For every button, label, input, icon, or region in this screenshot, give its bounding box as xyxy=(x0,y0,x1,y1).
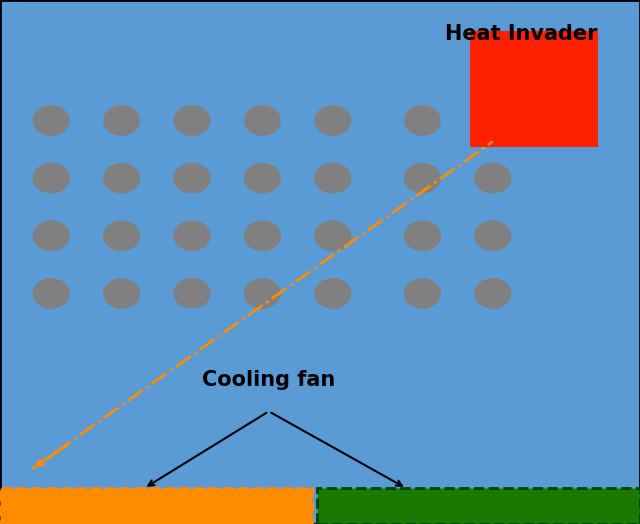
Circle shape xyxy=(404,163,440,193)
Circle shape xyxy=(475,163,511,193)
Text: Heat Invader: Heat Invader xyxy=(445,24,598,43)
Circle shape xyxy=(174,163,210,193)
Circle shape xyxy=(475,221,511,250)
Circle shape xyxy=(315,279,351,308)
Circle shape xyxy=(174,221,210,250)
Circle shape xyxy=(315,221,351,250)
Circle shape xyxy=(244,221,280,250)
Circle shape xyxy=(404,106,440,135)
Circle shape xyxy=(104,163,140,193)
Circle shape xyxy=(244,106,280,135)
Circle shape xyxy=(104,221,140,250)
Circle shape xyxy=(33,106,69,135)
Circle shape xyxy=(33,221,69,250)
Bar xyxy=(317,488,640,524)
Circle shape xyxy=(315,163,351,193)
Circle shape xyxy=(104,106,140,135)
Bar xyxy=(470,31,598,147)
Circle shape xyxy=(174,279,210,308)
Circle shape xyxy=(475,279,511,308)
Circle shape xyxy=(244,279,280,308)
Circle shape xyxy=(174,106,210,135)
Bar xyxy=(0,488,312,524)
Circle shape xyxy=(33,279,69,308)
Circle shape xyxy=(475,106,511,135)
Circle shape xyxy=(315,106,351,135)
Circle shape xyxy=(404,279,440,308)
Circle shape xyxy=(404,221,440,250)
Text: Cooling fan: Cooling fan xyxy=(202,370,335,390)
Circle shape xyxy=(33,163,69,193)
Circle shape xyxy=(104,279,140,308)
Circle shape xyxy=(244,163,280,193)
